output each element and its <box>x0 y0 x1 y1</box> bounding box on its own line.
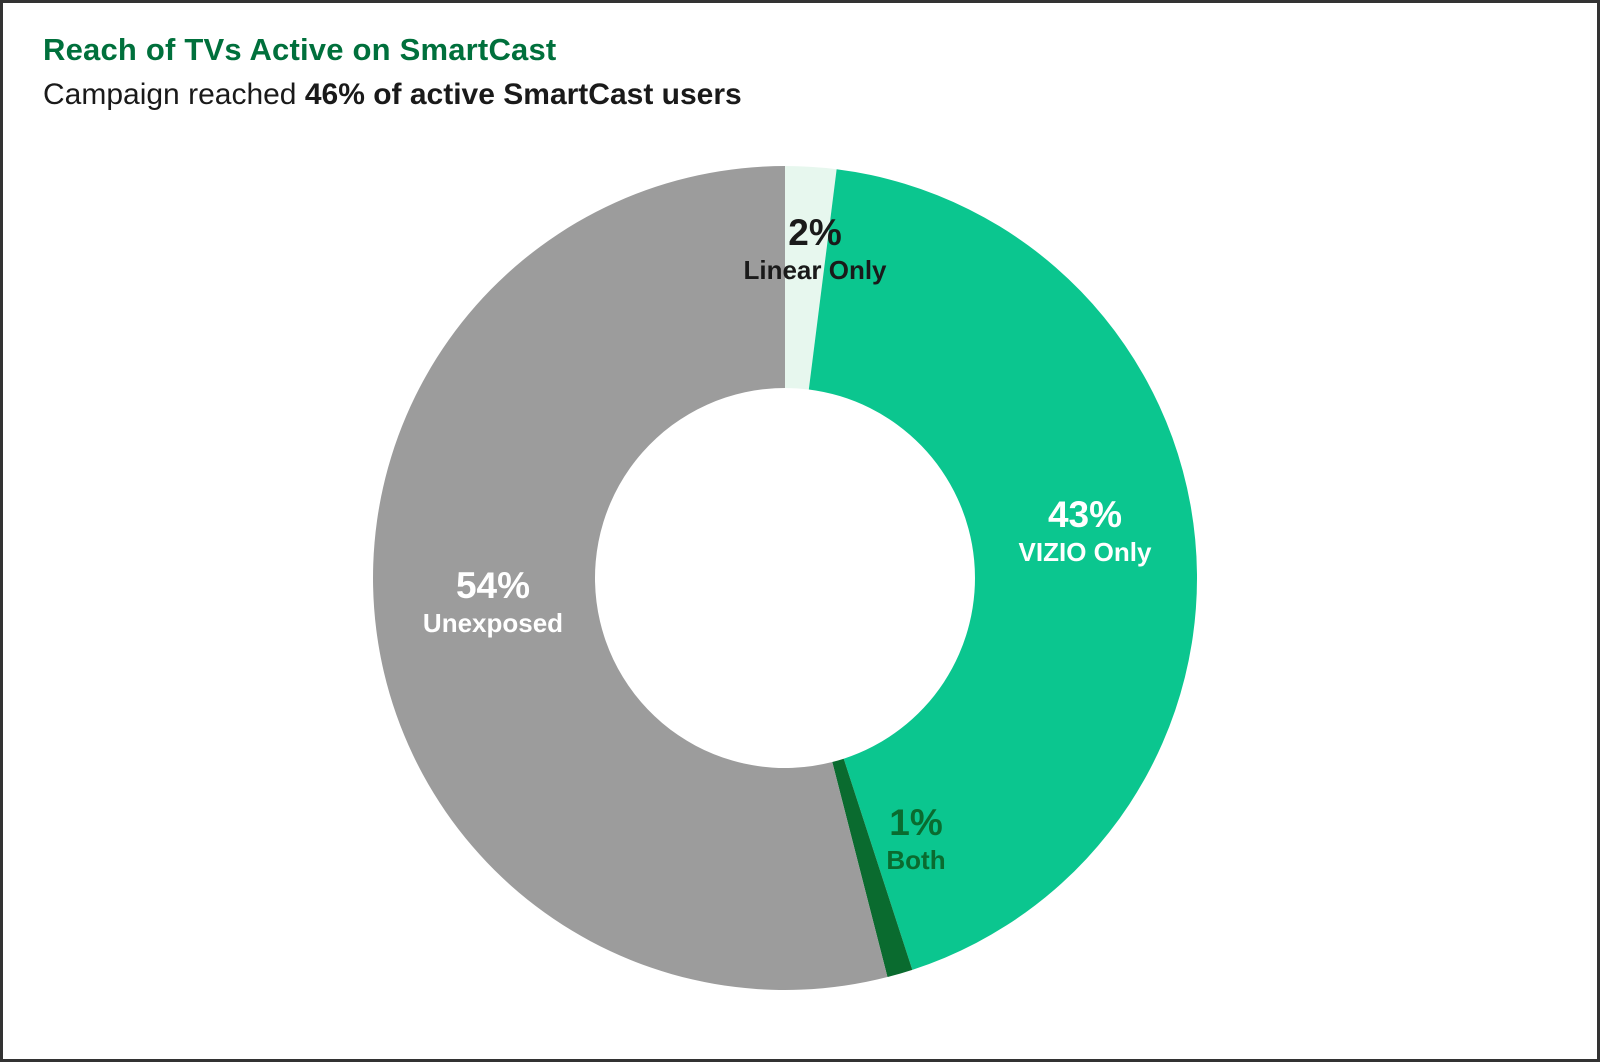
donut-chart <box>373 166 1198 990</box>
chart-subtitle: Campaign reached 46% of active SmartCast… <box>43 76 1557 114</box>
donut-segment-linear-only <box>785 166 837 390</box>
donut-segment-unexposed <box>373 166 888 990</box>
chart-subtitle-bold: 46% of active SmartCast users <box>304 77 742 111</box>
chart-header: Reach of TVs Active on SmartCast Campaig… <box>43 31 1557 113</box>
donut-segment-vizio-only <box>808 169 1198 970</box>
chart-subtitle-regular: Campaign reached <box>43 77 305 111</box>
donut-segment-both <box>832 758 913 978</box>
chart-title: Reach of TVs Active on SmartCast <box>43 32 557 67</box>
